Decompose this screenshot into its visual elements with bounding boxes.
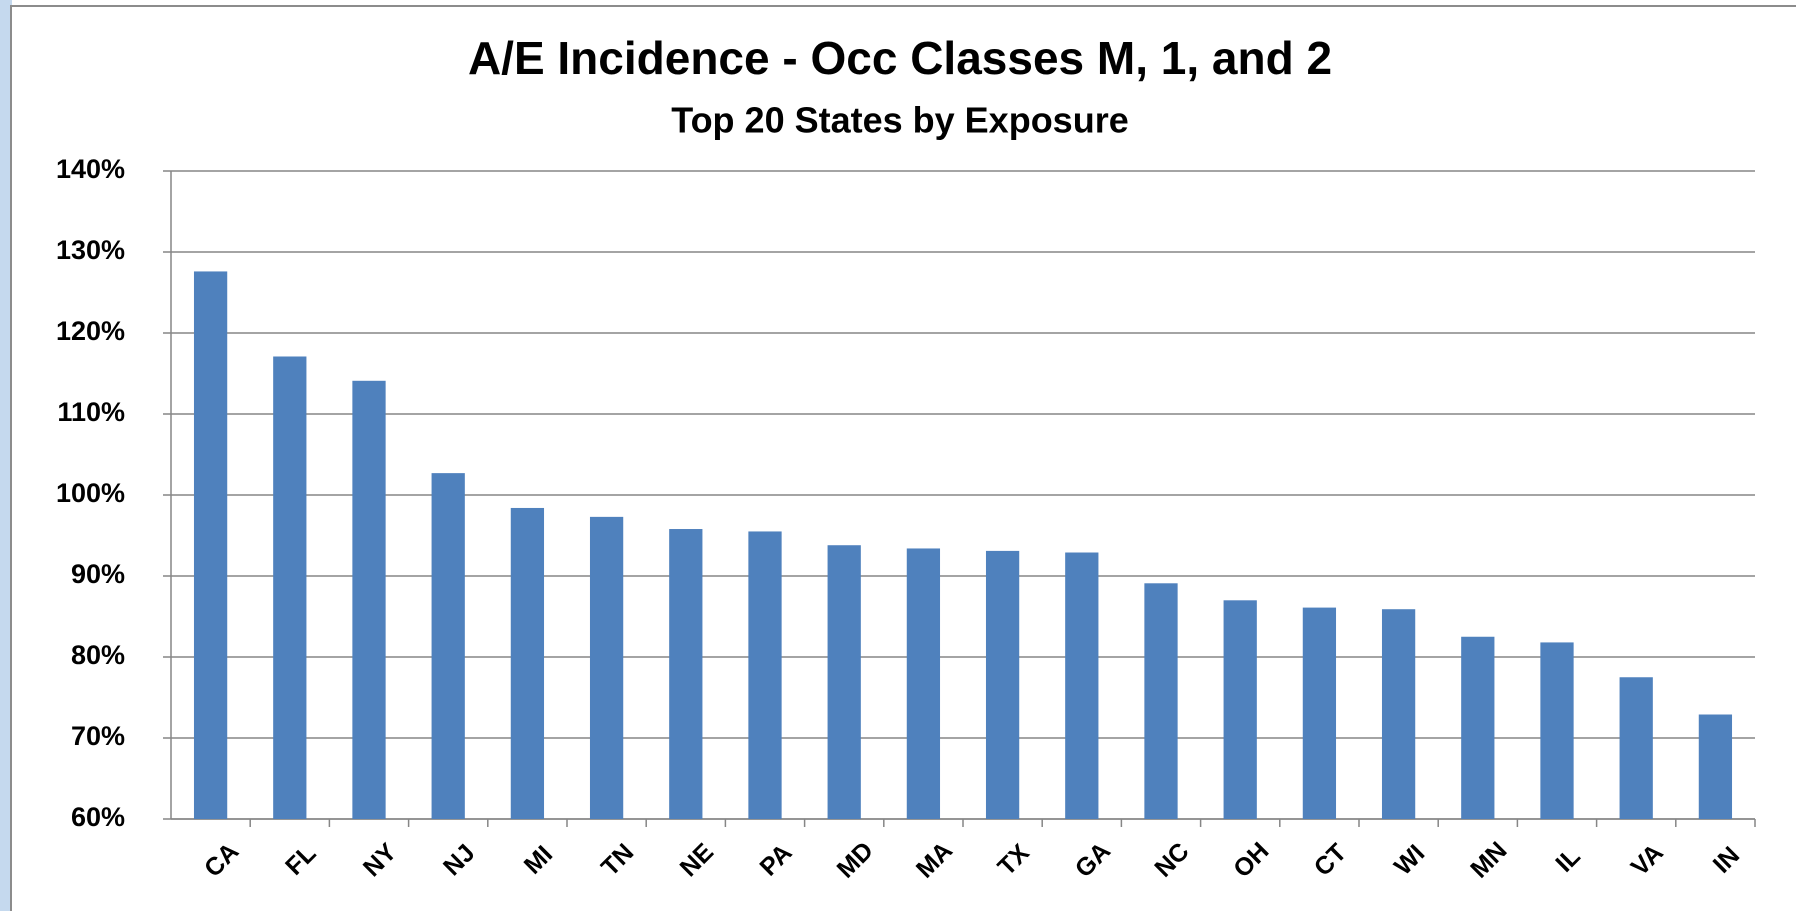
bar <box>1065 552 1099 819</box>
bar <box>669 529 703 819</box>
bar <box>906 548 941 819</box>
y-tick-label: 140% <box>56 154 125 184</box>
slide-edge <box>0 0 12 911</box>
bar <box>1619 677 1653 819</box>
chart-title: A/E Incidence - Occ Classes M, 1, and 2 <box>468 32 1332 84</box>
bar <box>827 545 861 819</box>
bar <box>1144 583 1178 819</box>
chart-subtitle: Top 20 States by Exposure <box>671 100 1128 141</box>
y-tick-label: 80% <box>71 640 125 670</box>
y-tick-label: 130% <box>56 235 125 265</box>
bar <box>352 380 386 819</box>
bar <box>1540 642 1574 819</box>
y-tick-label: 60% <box>71 802 125 832</box>
bar <box>1223 600 1257 819</box>
bar <box>193 271 228 819</box>
bar <box>748 531 782 819</box>
bar <box>1461 636 1495 819</box>
bar <box>1302 607 1337 819</box>
y-tick-label: 100% <box>56 478 125 508</box>
bar <box>510 507 545 819</box>
bar <box>273 356 307 819</box>
y-tick-label: 110% <box>57 397 125 427</box>
bar <box>985 550 1020 819</box>
bar <box>1381 609 1416 819</box>
bar <box>589 516 624 819</box>
chart-frame <box>10 5 1796 911</box>
bar <box>1698 714 1733 819</box>
y-tick-label: 70% <box>71 721 125 751</box>
y-tick-label: 120% <box>56 316 125 346</box>
y-tick-label: 90% <box>71 559 125 589</box>
bar <box>431 473 465 819</box>
